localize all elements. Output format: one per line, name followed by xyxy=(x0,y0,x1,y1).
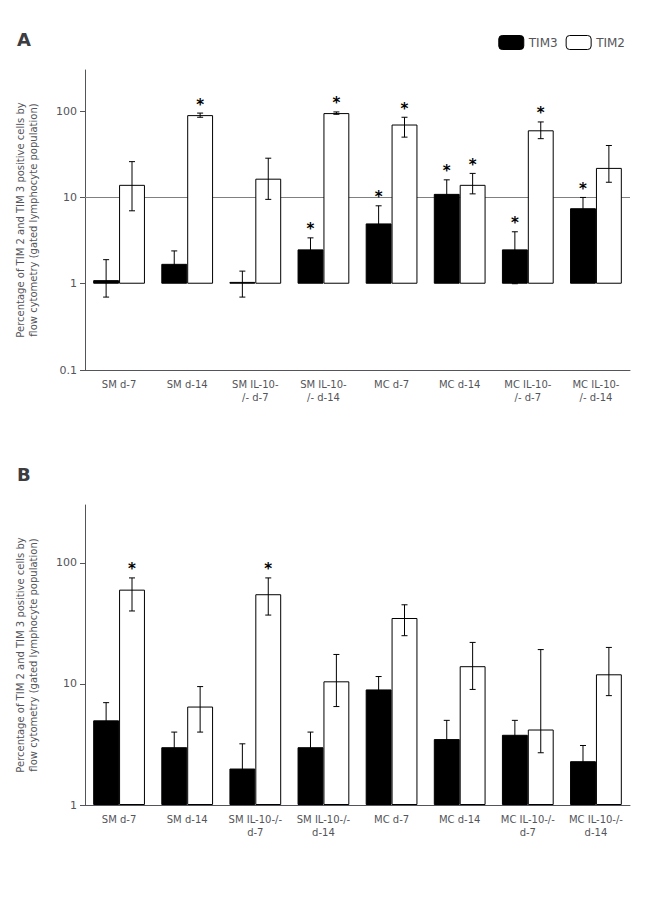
svg-text:d-7: d-7 xyxy=(247,827,263,838)
svg-text:SM IL-10-/-: SM IL-10-/- xyxy=(229,814,283,825)
svg-text:SM IL-10-: SM IL-10- xyxy=(300,379,347,390)
svg-text:/- d-7: /- d-7 xyxy=(515,392,541,403)
svg-text:A: A xyxy=(17,29,31,50)
svg-text:flow cytometry (gated lymphocy: flow cytometry (gated lymphocyte populat… xyxy=(28,103,39,336)
svg-text:TIM3: TIM3 xyxy=(528,36,558,50)
svg-text:MC IL-10-: MC IL-10- xyxy=(572,379,619,390)
svg-text:MC IL-10-/-: MC IL-10-/- xyxy=(569,814,623,825)
svg-text:*: * xyxy=(443,162,451,180)
svg-text:Percentage of TIM 2 and TIM 3: Percentage of TIM 2 and TIM 3 positive c… xyxy=(15,102,26,337)
svg-text:SM d-14: SM d-14 xyxy=(167,814,208,825)
svg-text:0.1: 0.1 xyxy=(60,364,78,377)
svg-text:B: B xyxy=(17,464,31,485)
svg-text:flow cytometry (gated lymphocy: flow cytometry (gated lymphocyte populat… xyxy=(28,538,39,771)
svg-text:MC d-14: MC d-14 xyxy=(439,814,480,825)
svg-text:100: 100 xyxy=(56,556,77,569)
svg-text:Percentage of TIM 2 and TIM 3: Percentage of TIM 2 and TIM 3 positive c… xyxy=(15,537,26,772)
svg-text:*: * xyxy=(469,156,477,174)
svg-text:SM d-7: SM d-7 xyxy=(102,814,136,825)
svg-text:1: 1 xyxy=(70,277,77,290)
svg-text:100: 100 xyxy=(56,105,77,118)
svg-text:/- d-7: /- d-7 xyxy=(242,392,268,403)
svg-text:*: * xyxy=(579,180,587,198)
svg-text:*: * xyxy=(128,560,136,578)
svg-text:SM d-7: SM d-7 xyxy=(102,379,136,390)
svg-text:MC IL-10-: MC IL-10- xyxy=(504,379,551,390)
svg-text:SM IL-10-: SM IL-10- xyxy=(232,379,279,390)
svg-text:/- d-14: /- d-14 xyxy=(580,392,613,403)
svg-text:*: * xyxy=(307,220,315,238)
svg-text:d-14: d-14 xyxy=(585,827,608,838)
svg-text:TIM2: TIM2 xyxy=(595,36,625,50)
svg-text:MC d-14: MC d-14 xyxy=(439,379,480,390)
svg-text:MC IL-10-/-: MC IL-10-/- xyxy=(501,814,555,825)
svg-text:1: 1 xyxy=(70,799,77,812)
svg-text:*: * xyxy=(375,188,383,206)
svg-text:*: * xyxy=(511,214,519,232)
svg-text:d-14: d-14 xyxy=(312,827,335,838)
svg-text:SM d-14: SM d-14 xyxy=(167,379,208,390)
svg-text:d-7: d-7 xyxy=(520,827,536,838)
svg-text:MC d-7: MC d-7 xyxy=(374,814,409,825)
svg-text:*: * xyxy=(196,96,204,114)
svg-text:*: * xyxy=(401,100,409,118)
svg-text:*: * xyxy=(332,94,340,112)
svg-text:SM IL-10-/-: SM IL-10-/- xyxy=(297,814,351,825)
svg-text:*: * xyxy=(264,560,272,578)
svg-text:/- d-14: /- d-14 xyxy=(307,392,340,403)
svg-text:MC d-7: MC d-7 xyxy=(374,379,409,390)
svg-text:10: 10 xyxy=(63,191,77,204)
svg-text:10: 10 xyxy=(63,677,77,690)
svg-text:*: * xyxy=(537,104,545,122)
